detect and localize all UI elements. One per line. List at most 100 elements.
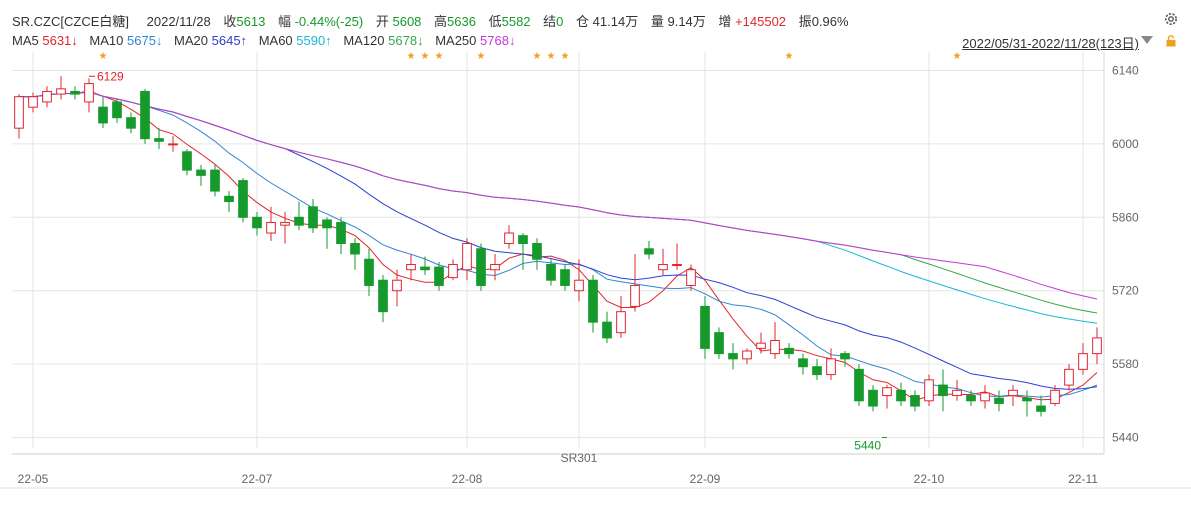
candle xyxy=(1008,385,1018,407)
candle-body xyxy=(924,379,934,402)
oi-value: 41.14万 xyxy=(592,14,639,29)
y-tick-label: 5580 xyxy=(1112,357,1139,371)
candle xyxy=(140,88,150,144)
ma20-value: 5645↑ xyxy=(211,33,248,48)
candle xyxy=(322,217,332,249)
quote-header: SR.CZC[CZCE白糖] 2022/11/28 收5613 幅 -0.44%… xyxy=(12,11,858,29)
candle-body xyxy=(238,180,248,218)
ma60-value: 5590↑ xyxy=(296,33,332,48)
candle xyxy=(700,295,710,359)
chart-grid xyxy=(0,52,1191,489)
star-marker: ★ xyxy=(561,51,570,62)
date-range-selector[interactable]: 2022/05/31-2022/11/28(123日) xyxy=(962,36,1139,51)
candle-body xyxy=(14,96,24,129)
amplitude-value: 0.96% xyxy=(811,14,849,29)
event-stars: ★★★★★★★★★★★★ xyxy=(99,51,1191,62)
candle-body xyxy=(462,243,472,271)
oi-change-value: +145502 xyxy=(735,14,787,29)
candle-body xyxy=(616,311,626,334)
candle xyxy=(350,238,360,270)
candle-body xyxy=(224,195,234,203)
candle xyxy=(966,390,976,407)
lock-icon[interactable] xyxy=(1165,35,1177,47)
candle-body xyxy=(168,143,178,146)
candle-body xyxy=(1036,405,1046,412)
candle-body xyxy=(392,279,402,292)
ma10-legend: MA10 5675↓ xyxy=(89,33,162,48)
candle xyxy=(868,385,878,412)
settle-value: 0 xyxy=(556,14,564,29)
max-label: 6129 xyxy=(97,69,124,83)
candle xyxy=(196,164,206,186)
candle-body xyxy=(798,358,808,368)
ma60-legend: MA60 5590↑ xyxy=(259,33,332,48)
candle xyxy=(756,332,766,354)
candle-body xyxy=(476,248,486,286)
candle xyxy=(784,343,794,359)
candle-body xyxy=(742,350,752,360)
candle-body xyxy=(644,248,654,255)
candle xyxy=(224,191,234,213)
min-label: 5440 xyxy=(854,439,881,453)
candle-body xyxy=(84,83,94,103)
candle xyxy=(238,177,248,223)
x-tick-label: 22-10 xyxy=(914,472,945,486)
candle-body xyxy=(70,90,80,95)
extreme-annotations: 6129 5440 xyxy=(89,69,887,453)
candle-body xyxy=(1022,397,1032,402)
candle-body xyxy=(56,88,66,95)
candle xyxy=(798,353,808,375)
candle xyxy=(952,379,962,401)
candle-body xyxy=(1064,368,1074,386)
high-field: 高5636 xyxy=(434,14,476,29)
candle xyxy=(434,261,444,291)
candle-body xyxy=(518,235,528,245)
candle-body xyxy=(504,232,514,245)
ma-legend: MA5 5631↓ MA10 5675↓ MA20 5645↑ MA60 559… xyxy=(12,33,523,51)
candle-body xyxy=(714,332,724,355)
candle xyxy=(882,385,892,409)
candle-body xyxy=(448,263,458,279)
candle-body xyxy=(826,358,836,376)
candle xyxy=(840,351,850,367)
amplitude-label: 振 xyxy=(798,14,812,29)
close-field: 收5613 xyxy=(223,14,265,29)
star-marker: ★ xyxy=(435,51,444,62)
amplitude-field: 振0.96% xyxy=(799,14,849,29)
candles xyxy=(14,76,1102,417)
candle-body xyxy=(434,266,444,286)
low-field: 低5582 xyxy=(489,14,531,29)
ma250-value: 5768↓ xyxy=(480,33,516,48)
ma-line-ma120 xyxy=(19,91,1098,314)
ma120-value: 5678↓ xyxy=(388,33,424,48)
star-marker: ★ xyxy=(785,51,794,62)
ma5-value: 5631↓ xyxy=(42,33,78,48)
candle xyxy=(112,99,122,123)
candle xyxy=(770,322,780,359)
gear-icon[interactable] xyxy=(1163,11,1179,27)
open-label: 开 xyxy=(375,14,389,29)
y-tick-label: 5860 xyxy=(1112,210,1139,224)
candle-body xyxy=(630,284,640,307)
candle-body xyxy=(994,397,1004,404)
candle-body xyxy=(896,389,906,402)
ma120-legend: MA120 5678↓ xyxy=(343,33,423,48)
candle-body xyxy=(126,117,136,129)
x-tick-label: 22-11 xyxy=(1068,472,1098,486)
moving-average-lines xyxy=(19,90,1098,401)
ma-line-ma20 xyxy=(19,91,1098,390)
caret-down-icon[interactable] xyxy=(1141,36,1153,44)
candle-body xyxy=(980,392,990,402)
ma-line-ma60 xyxy=(19,91,1098,324)
candle-body xyxy=(574,279,584,292)
candle-body xyxy=(812,366,822,376)
candle xyxy=(602,311,612,344)
candle-body xyxy=(154,138,164,142)
candle-body xyxy=(854,368,864,402)
candle-body xyxy=(560,269,570,286)
candle xyxy=(476,243,486,291)
candle xyxy=(574,259,584,302)
high-value: 5636 xyxy=(447,14,476,29)
candle xyxy=(84,78,94,113)
